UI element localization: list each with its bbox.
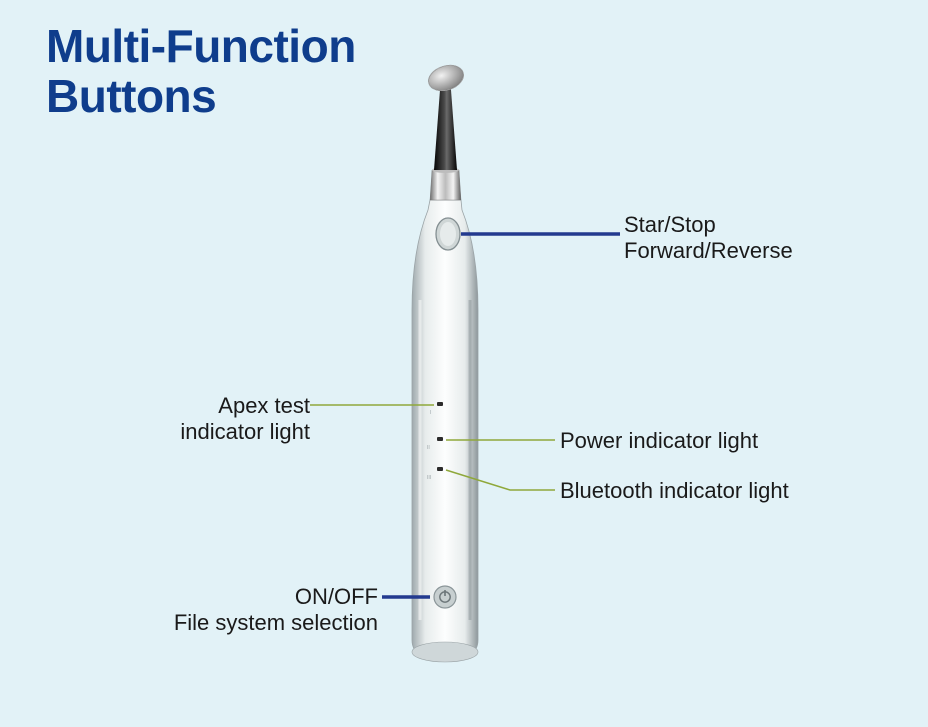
label-onoff: ON/OFF File system selection [174,584,378,637]
label-bluetooth: Bluetooth indicator light [560,478,789,504]
label-apex: Apex test indicator light [180,393,310,446]
label-start-stop: Star/Stop Forward/Reverse [624,212,793,265]
page-title: Multi-Function Buttons [46,22,356,121]
label-power: Power indicator light [560,428,758,454]
